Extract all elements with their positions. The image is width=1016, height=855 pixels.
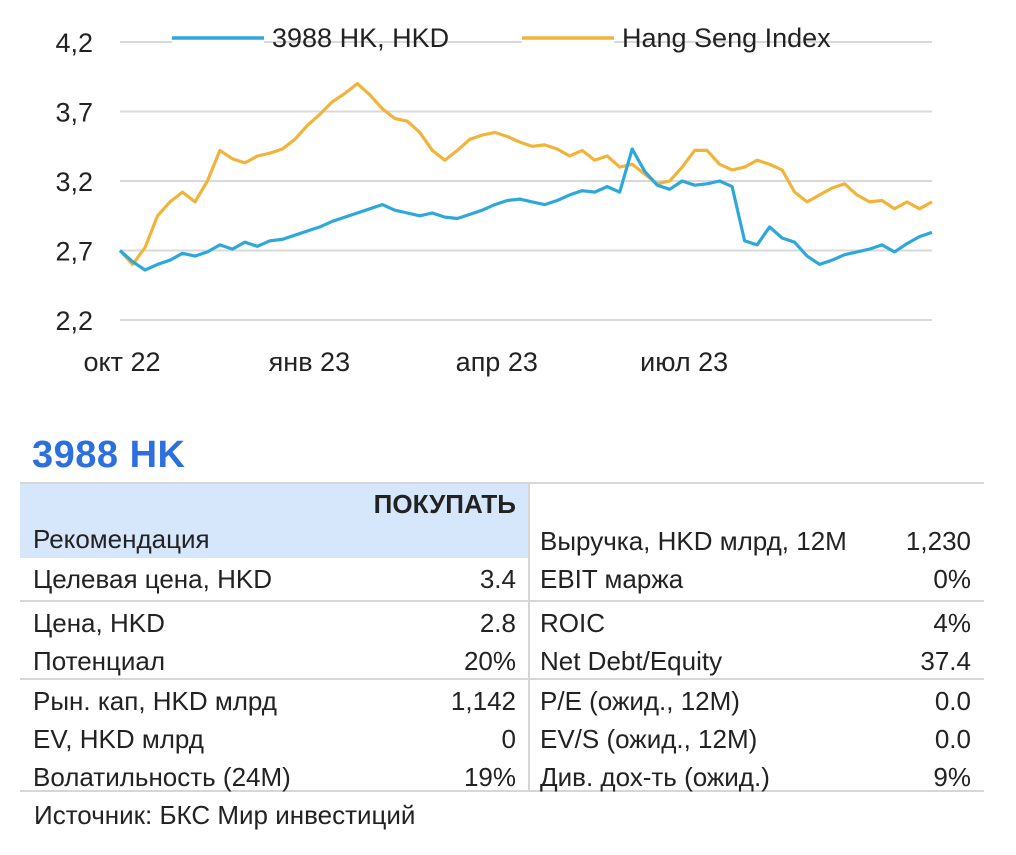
chart-series xyxy=(118,82,933,272)
recommendation-highlight xyxy=(20,482,528,558)
table-top-border xyxy=(20,482,984,484)
chart-legend: 3988 HK, HKD Hang Seng Index xyxy=(172,23,831,53)
y-axis-ticks: 4,2 3,7 3,2 2,7 2,2 xyxy=(55,28,93,336)
table-divider-1 xyxy=(20,600,984,602)
y-tick-label: 3,2 xyxy=(55,167,93,197)
table-bottom-border xyxy=(20,790,984,792)
legend-label: Hang Seng Index xyxy=(622,23,831,53)
metric-value: 9% xyxy=(933,762,971,792)
recommendation-label: Рекомендация xyxy=(33,524,210,554)
metric-label: Волатильность (24M) xyxy=(33,762,291,792)
chart-gridlines xyxy=(120,41,932,321)
metric-label: Рын. кап, HKD млрд xyxy=(33,686,277,716)
table-divider-2 xyxy=(20,678,984,680)
metric-label: Целевая цена, HKD xyxy=(33,564,272,594)
price-chart: 4,2 3,7 3,2 2,7 2,2 окт 22 янв 23 апр 23 июл 23… xyxy=(55,23,933,377)
metric-label: Див. дох-ть (ожид.) xyxy=(540,762,770,792)
metric-value: 0 xyxy=(501,724,516,754)
revenue-value: 1,230 xyxy=(905,526,971,556)
metric-label: Net Debt/Equity xyxy=(540,646,723,676)
legend-backdrop xyxy=(172,38,264,46)
y-tick-label: 2,2 xyxy=(55,306,93,336)
recommendation-value: ПОКУПАТЬ xyxy=(373,489,516,519)
metric-label: EV, HKD млрд xyxy=(33,724,204,754)
metric-label: P/E (ожид., 12M) xyxy=(540,686,740,716)
x-axis-ticks: окт 22 янв 23 апр 23 июл 23 xyxy=(83,347,728,377)
legend-label: 3988 HK, HKD xyxy=(272,23,449,53)
metric-label: ROIC xyxy=(540,608,605,638)
y-tick-label: 4,2 xyxy=(55,28,93,58)
x-tick-label: апр 23 xyxy=(456,347,538,377)
x-tick-label: окт 22 xyxy=(83,347,160,377)
series-line-3988 xyxy=(118,147,933,272)
ticker-title: 3988 HK xyxy=(32,434,186,476)
x-tick-label: янв 23 xyxy=(269,347,350,377)
metric-value: 2.8 xyxy=(479,608,516,638)
revenue-label: Выручка, HKD млрд, 12M xyxy=(540,526,847,556)
legend-backdrop xyxy=(522,38,614,46)
metric-value: 37.4 xyxy=(920,646,971,676)
metric-value: 3.4 xyxy=(479,564,516,594)
metric-value: 19% xyxy=(463,762,516,792)
metric-value: 0.0 xyxy=(934,686,971,716)
table-column-divider xyxy=(528,482,530,792)
metric-value: 4% xyxy=(933,608,971,638)
y-tick-label: 3,7 xyxy=(55,98,93,128)
y-tick-label: 2,7 xyxy=(55,237,93,267)
metric-value: 0.0 xyxy=(934,724,971,754)
metric-value: 0% xyxy=(933,564,971,594)
metric-label: Потенциал xyxy=(33,646,166,676)
metric-label: EV/S (ожид., 12M) xyxy=(540,724,758,754)
source-note: Источник: БКС Мир инвестиций xyxy=(34,800,416,830)
x-tick-label: июл 23 xyxy=(640,347,728,377)
metric-value: 20% xyxy=(463,646,516,676)
series-line-hsi xyxy=(118,82,933,266)
metric-label: EBIT маржа xyxy=(540,564,684,594)
metric-value: 1,142 xyxy=(450,686,516,716)
metric-label: Цена, HKD xyxy=(33,608,165,638)
